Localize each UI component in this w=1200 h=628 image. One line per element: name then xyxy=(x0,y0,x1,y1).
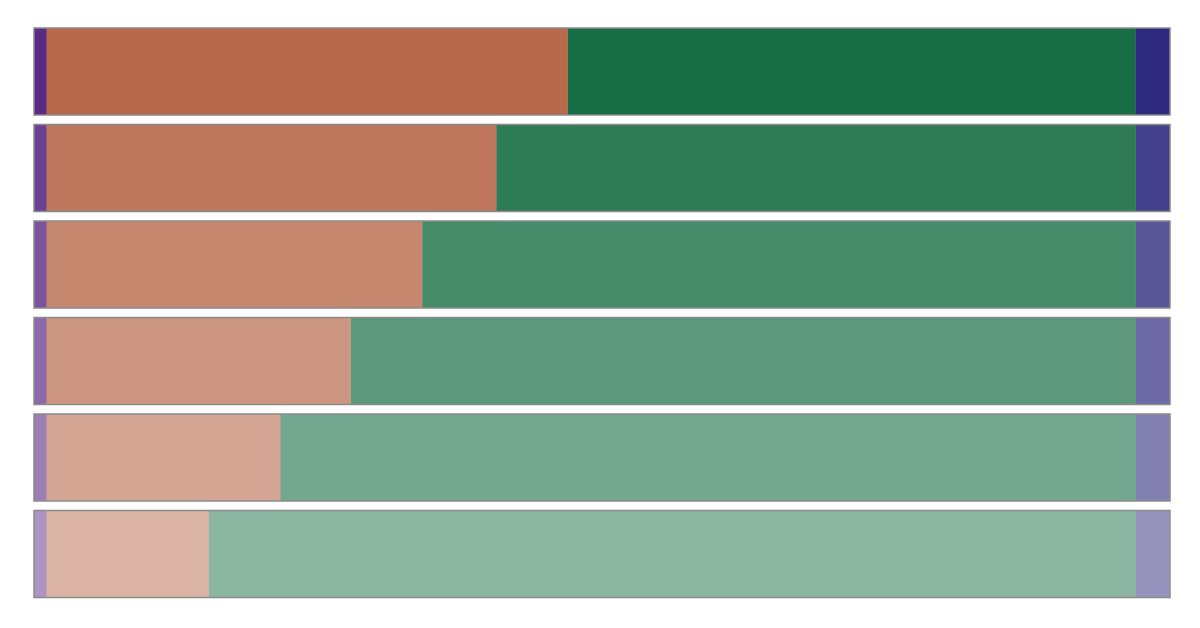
bar-segment xyxy=(1135,221,1170,308)
bar-segment xyxy=(422,221,1136,308)
bar-segment xyxy=(34,414,47,501)
bar-outline xyxy=(33,316,1171,406)
bar-segment xyxy=(1135,510,1170,598)
bar-segment xyxy=(34,221,47,308)
bar-segment xyxy=(1135,124,1170,212)
bar-segment xyxy=(46,28,568,115)
bar-segment xyxy=(46,510,209,598)
bar-segment xyxy=(280,414,1136,501)
bar-segment xyxy=(34,124,47,212)
bar-segment xyxy=(1135,317,1170,405)
bar-segment xyxy=(34,28,47,115)
bar-segment xyxy=(1135,28,1170,115)
bar-segment xyxy=(34,510,47,598)
bar-outline xyxy=(33,123,1171,213)
bar-segment xyxy=(46,414,281,501)
bar-segment xyxy=(46,317,351,405)
bar-segment xyxy=(208,510,1136,598)
bar-segment xyxy=(350,317,1136,405)
bar-segment xyxy=(46,124,497,212)
bar-outline xyxy=(33,413,1171,502)
bar-segment xyxy=(496,124,1136,212)
bar-segment xyxy=(1135,414,1170,501)
bar-segment xyxy=(34,317,47,405)
bar-outline xyxy=(33,27,1171,116)
bar-segment xyxy=(567,28,1136,115)
bar-segment xyxy=(46,221,423,308)
bar-outline xyxy=(33,509,1171,599)
bar-outline xyxy=(33,220,1171,309)
